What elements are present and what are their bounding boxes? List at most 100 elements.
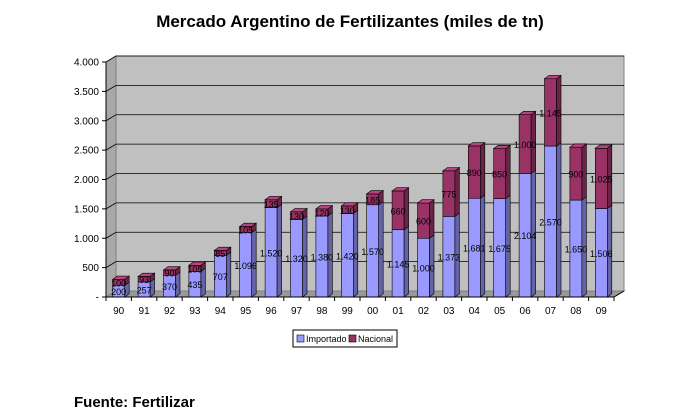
y-tick-label: 3.000 xyxy=(74,116,99,127)
x-tick-label: 92 xyxy=(164,306,176,317)
x-tick-label: 05 xyxy=(494,306,506,317)
data-label-importado: 1.320 xyxy=(285,254,308,264)
data-label-nacional: 85 xyxy=(215,249,225,259)
x-tick-label: 98 xyxy=(316,306,328,317)
data-label-importado: 1.570 xyxy=(361,247,384,257)
y-tick-label: 2.500 xyxy=(74,146,99,157)
bar-97: 1.320 130 xyxy=(285,207,308,298)
data-label-nacional: 135 xyxy=(264,200,279,210)
data-label-importado: 1.000 xyxy=(412,264,435,274)
x-tick-label: 08 xyxy=(570,306,582,317)
bar-top xyxy=(467,142,486,147)
bar-top xyxy=(289,208,308,213)
data-label-nacional: 1.025 xyxy=(590,174,613,184)
x-tick-label: 96 xyxy=(266,306,278,317)
bar-93: 435 105 xyxy=(187,261,207,298)
bar-top xyxy=(492,145,512,149)
data-label-importado: 2.104 xyxy=(514,231,537,241)
data-label-importado: 1.096 xyxy=(234,261,257,271)
chart-title: Mercado Argentino de Fertilizantes (mile… xyxy=(156,12,544,31)
bar-top xyxy=(340,202,359,207)
bar-04: 1.681 890 xyxy=(463,142,486,298)
bar-top xyxy=(111,275,131,280)
data-label-importado: 200 xyxy=(111,287,126,297)
legend-label-importado: Importado xyxy=(306,334,347,344)
data-label-importado: 435 xyxy=(187,280,202,290)
y-tick-label: - xyxy=(96,293,99,304)
bar-top xyxy=(518,111,537,115)
bar-03: 1.373 775 xyxy=(438,166,461,298)
data-label-nacional: 900 xyxy=(568,170,583,180)
data-label-nacional: 890 xyxy=(467,168,482,178)
data-label-nacional: 850 xyxy=(492,170,507,180)
data-label-nacional: 130 xyxy=(289,212,304,222)
x-tick-label: 99 xyxy=(342,306,354,317)
bar-top xyxy=(314,205,334,210)
y-axis: - 500 1.000 1.500 2.000 2.500 3.000 3.500 4.000 xyxy=(74,58,107,304)
bar-top xyxy=(187,261,207,266)
data-label-nacional: 1.145 xyxy=(539,108,562,118)
bar-top xyxy=(162,266,181,271)
x-tick-label: 91 xyxy=(139,306,151,317)
data-label-nacional: 130 xyxy=(340,206,355,216)
legend-box xyxy=(292,329,398,348)
bar-08: 1.650 900 xyxy=(565,143,588,298)
data-label-nacional: 90 xyxy=(164,269,174,279)
source-note: Fuente: Fertilizar xyxy=(74,394,195,411)
data-label-nacional: 120 xyxy=(314,208,329,218)
y-tick-label: 2.000 xyxy=(74,175,99,186)
bar-09: 1.506 1.025 xyxy=(590,144,613,298)
data-label-nacional: 600 xyxy=(416,217,431,227)
data-label-nacional: 660 xyxy=(391,206,406,216)
bar-99: 1.420 130 xyxy=(336,202,359,298)
bar-top xyxy=(441,167,461,172)
x-tick-label: 00 xyxy=(367,306,379,317)
data-label-importado: 1.520 xyxy=(260,248,283,258)
data-label-importado: 1.380 xyxy=(311,252,334,262)
x-axis: 90 91 92 93 94 95 96 97 98 99 00 01 02 03 04 05 06 07 08 09 xyxy=(105,290,625,317)
x-tick-label: 07 xyxy=(545,306,557,317)
x-tick-label: 01 xyxy=(393,306,405,317)
bar-top xyxy=(568,143,588,148)
data-label-nacional: 100 xyxy=(111,278,126,288)
data-label-importado: 1.373 xyxy=(438,253,461,263)
x-tick-label: 94 xyxy=(215,306,227,317)
data-label-importado: 257 xyxy=(137,285,152,295)
gridline xyxy=(105,84,624,92)
data-label-nacional: 1.000 xyxy=(514,140,537,150)
data-label-nacional: 105 xyxy=(187,264,202,274)
bars: 2001002579337090435105707851.0961051.520… xyxy=(111,74,613,298)
bar-95: 1.096 105 xyxy=(234,222,258,298)
x-tick-label: 95 xyxy=(240,306,252,317)
gridline xyxy=(105,114,624,122)
bar-top xyxy=(238,222,258,227)
x-tick-label: 09 xyxy=(596,306,608,317)
bar-01: 1.145 660 xyxy=(387,187,410,298)
bar-top xyxy=(213,246,232,251)
bar-05: 1.675 850 xyxy=(488,144,512,298)
bar-top xyxy=(416,199,435,204)
x-tick-label: 02 xyxy=(418,306,430,317)
data-label-importado: 1.681 xyxy=(463,244,486,254)
data-label-importado: 1.420 xyxy=(336,251,359,261)
y-tick-label: 500 xyxy=(82,263,99,274)
bar-00: 1.570 185 xyxy=(361,190,385,298)
bar-02: 1.000 600 xyxy=(412,199,435,298)
legend: Importado Nacional xyxy=(292,329,398,348)
bar-top xyxy=(264,196,283,201)
bar-06: 2.104 1.000 xyxy=(514,110,537,298)
bar-top xyxy=(391,187,410,192)
data-label-importado: 707 xyxy=(213,272,228,282)
data-label-importado: 1.650 xyxy=(565,245,588,255)
x-axis-end xyxy=(613,290,625,298)
bar-top xyxy=(543,75,562,80)
data-label-importado: 1.675 xyxy=(488,244,511,254)
bar-98: 1.380 120 xyxy=(311,204,334,298)
data-label-nacional: 775 xyxy=(441,190,456,200)
x-tick-label: 03 xyxy=(443,306,455,317)
y-tick-label: 1.500 xyxy=(74,204,99,215)
legend-swatch-nacional xyxy=(348,334,357,343)
